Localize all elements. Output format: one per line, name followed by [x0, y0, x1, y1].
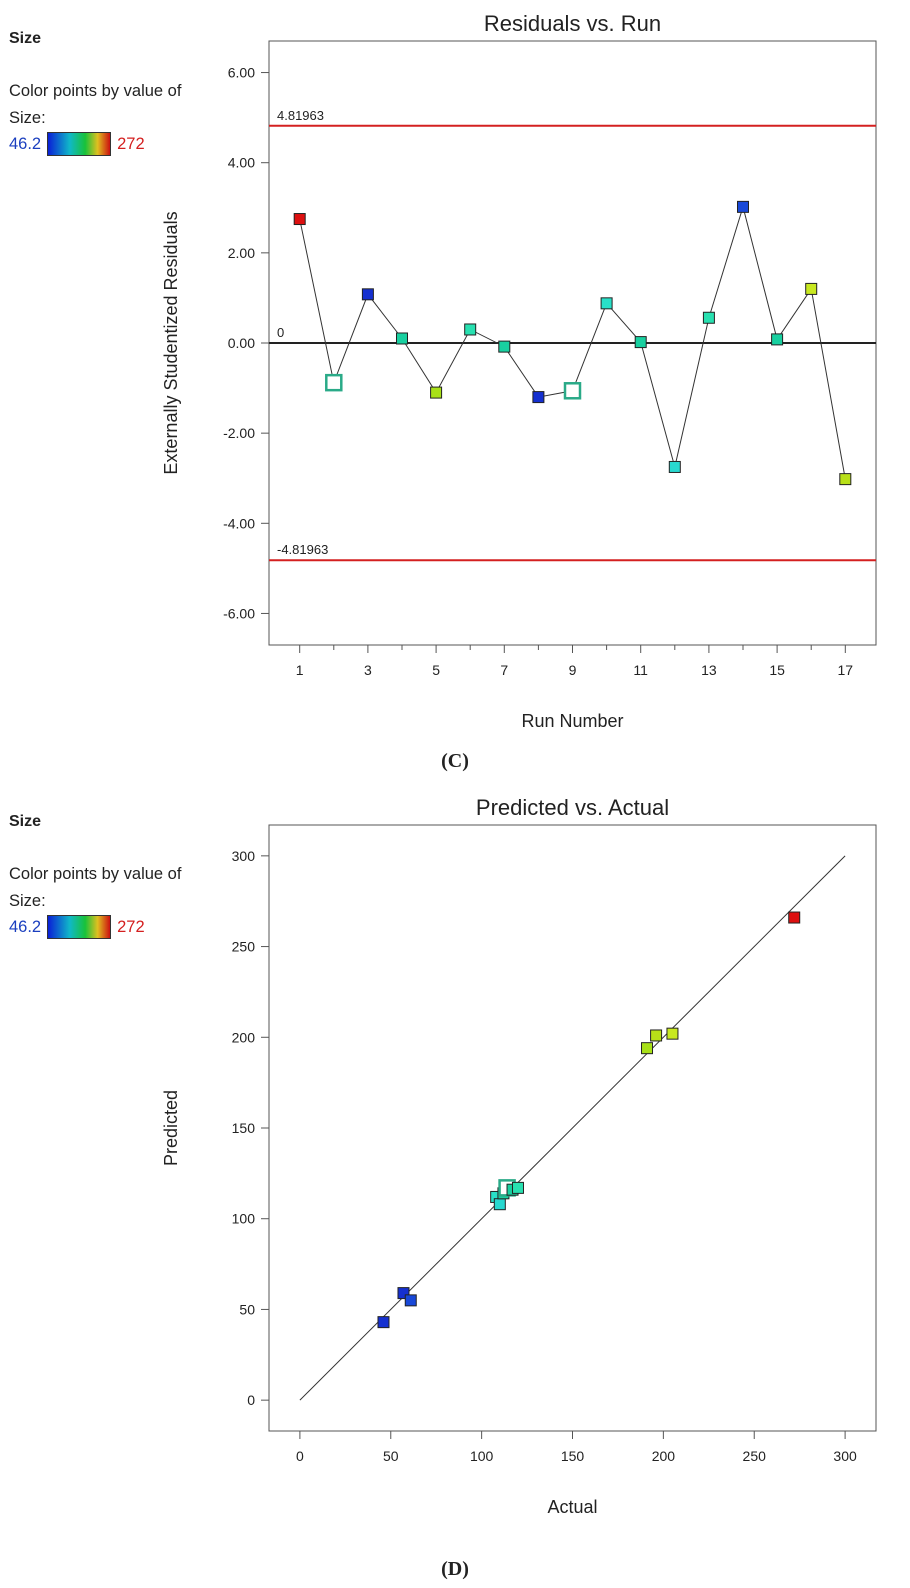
y-axis-label: Externally Studentized Residuals — [161, 211, 181, 474]
legend-caption: Color points by value of Size: — [9, 78, 181, 132]
y-tick-label: -6.00 — [223, 605, 255, 621]
data-point — [641, 1042, 654, 1055]
legend-scale: 46.2 272 — [9, 132, 181, 156]
data-point — [493, 1198, 506, 1211]
data-point — [498, 340, 511, 353]
data-point — [404, 1294, 417, 1307]
x-tick-label: 300 — [833, 1448, 857, 1464]
chart-title: Residuals vs. Run — [484, 11, 661, 36]
data-point — [511, 1181, 524, 1194]
limit-line-label: -4.81963 — [277, 542, 328, 557]
x-tick-label: 9 — [569, 662, 577, 678]
y-tick-label: 150 — [232, 1120, 256, 1136]
chart-title: Predicted vs. Actual — [476, 795, 669, 820]
legend-max-value: 272 — [117, 917, 145, 936]
panel-label-d: (D) — [441, 1558, 469, 1580]
data-point — [668, 460, 681, 473]
y-tick-label: 200 — [232, 1029, 256, 1045]
data-point — [650, 1029, 663, 1042]
legend-caption-line1: Color points by value of — [9, 82, 182, 100]
legend-min-value: 46.2 — [9, 917, 42, 936]
legend-color-gradient — [47, 132, 112, 156]
data-point — [430, 386, 443, 399]
x-tick-label: 0 — [296, 1448, 304, 1464]
y-tick-label: 300 — [232, 848, 256, 864]
legend-max-value: 272 — [117, 134, 145, 153]
data-point — [788, 911, 801, 924]
color-legend-c: Size Color points by value of Size: 46.2… — [9, 30, 181, 156]
y-tick-label: 250 — [232, 939, 256, 955]
data-point — [563, 382, 582, 400]
data-point — [805, 282, 818, 295]
y-tick-label: -2.00 — [223, 425, 255, 441]
x-tick-label: 1 — [296, 662, 304, 678]
x-tick-label: 50 — [383, 1448, 399, 1464]
residuals-vs-run-chart: Residuals vs. Run -6.00 -4.00 -2.00 0.00 2.00… — [161, 11, 877, 731]
x-axis-label: Actual — [547, 1497, 597, 1517]
legend-caption-line2: Size: — [9, 892, 46, 910]
data-point — [325, 373, 343, 392]
data-point — [771, 333, 784, 346]
panel-label-c: (C) — [441, 750, 469, 772]
x-tick-label: 15 — [769, 662, 785, 678]
y-tick-label: 6.00 — [228, 65, 255, 81]
x-tick-label: 5 — [432, 662, 440, 678]
y-tick-label: 0 — [247, 1392, 255, 1408]
x-tick-label: 200 — [652, 1448, 676, 1464]
y-tick-label: 0.00 — [228, 335, 255, 351]
x-tick-label: 150 — [561, 1448, 585, 1464]
x-tick-label: 3 — [364, 662, 372, 678]
x-tick-label: 100 — [470, 1448, 494, 1464]
x-tick-label: 250 — [743, 1448, 767, 1464]
data-point — [377, 1316, 390, 1329]
x-tick-label: 17 — [838, 662, 854, 678]
data-point — [702, 311, 715, 324]
data-point — [737, 200, 750, 213]
data-point — [839, 473, 852, 486]
predicted-vs-actual-chart: Predicted vs. Actual 0 50 100 150 200 250 300 0 5… — [161, 795, 877, 1517]
data-point — [464, 323, 477, 336]
data-point — [397, 1287, 410, 1300]
data-point — [361, 288, 374, 301]
data-point — [395, 332, 408, 345]
x-axis-label: Run Number — [521, 711, 623, 731]
y-tick-label: -4.00 — [223, 515, 255, 531]
color-legend-d: Size Color points by value of Size: 46.2… — [9, 813, 181, 939]
legend-caption: Color points by value of Size: — [9, 861, 181, 915]
x-tick-label: 13 — [701, 662, 717, 678]
zero-line-label: 0 — [277, 325, 284, 340]
data-point — [666, 1027, 679, 1040]
data-point — [293, 213, 306, 226]
legend-caption-line1: Color points by value of — [9, 865, 182, 883]
x-tick-label: 11 — [633, 662, 648, 678]
legend-title: Size — [9, 813, 42, 830]
legend-color-gradient — [47, 915, 112, 939]
x-tick-label: 7 — [500, 662, 508, 678]
limit-line-label: 4.81963 — [277, 108, 324, 123]
legend-scale: 46.2 272 — [9, 915, 181, 939]
data-point — [532, 391, 545, 404]
y-tick-label: 2.00 — [228, 245, 255, 261]
y-tick-label: 100 — [232, 1211, 256, 1227]
legend-title: Size — [9, 30, 42, 47]
data-point — [634, 336, 647, 349]
data-point — [600, 297, 613, 310]
legend-min-value: 46.2 — [9, 134, 42, 153]
y-tick-label: 4.00 — [228, 155, 255, 171]
fit-line — [299, 855, 846, 1401]
y-tick-label: 50 — [239, 1301, 255, 1317]
y-axis-label: Predicted — [161, 1090, 181, 1166]
legend-caption-line2: Size: — [9, 109, 46, 127]
